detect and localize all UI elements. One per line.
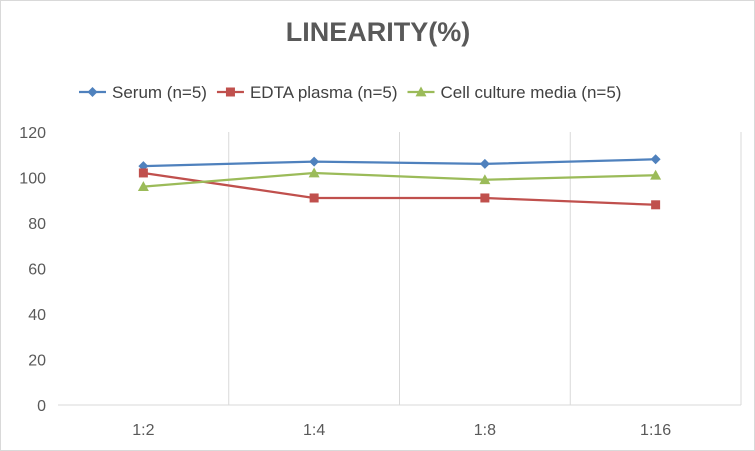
legend-item: Cell culture media (n=5) bbox=[407, 83, 622, 102]
y-tick-label: 100 bbox=[19, 171, 46, 188]
legend: Serum (n=5) EDTA plasma (n=5) Cell culture… bbox=[79, 83, 621, 102]
x-axis-tick-labels: 1:2 1:4 1:8 1:16 bbox=[132, 422, 671, 439]
data-point-diamond bbox=[87, 87, 98, 97]
x-tick-label: 1:8 bbox=[474, 422, 496, 439]
data-point-diamond bbox=[309, 156, 320, 167]
series-line bbox=[143, 158, 656, 168]
data-point-square bbox=[225, 87, 235, 97]
data-point-square bbox=[309, 193, 319, 203]
y-tick-label: 80 bbox=[28, 216, 46, 233]
data-point-triangle bbox=[479, 174, 491, 185]
y-axis-tick-labels: 0 20 40 60 80 100 120 bbox=[19, 125, 46, 415]
data-point-square bbox=[480, 193, 490, 203]
legend-item: Serum (n=5) bbox=[79, 83, 207, 102]
data-point-square bbox=[651, 200, 661, 210]
x-tick-label: 1:16 bbox=[640, 422, 671, 439]
y-tick-label: 40 bbox=[28, 307, 46, 324]
legend-label: Serum (n=5) bbox=[112, 83, 207, 102]
legend-label: EDTA plasma (n=5) bbox=[250, 83, 398, 102]
series-3 bbox=[137, 167, 662, 191]
grid-lines bbox=[58, 132, 742, 406]
y-tick-label: 120 bbox=[19, 125, 46, 142]
data-point-triangle bbox=[415, 86, 427, 97]
y-tick-label: 20 bbox=[28, 353, 46, 370]
data-point-square bbox=[138, 168, 148, 178]
legend-item: EDTA plasma (n=5) bbox=[216, 83, 398, 102]
data-point-triangle bbox=[308, 167, 320, 178]
series-line bbox=[143, 171, 656, 206]
y-tick-label: 60 bbox=[28, 262, 46, 279]
data-point-diamond bbox=[479, 158, 490, 169]
data-point-diamond bbox=[650, 154, 661, 165]
series-line bbox=[143, 171, 656, 188]
x-tick-label: 1:4 bbox=[303, 422, 325, 439]
legend-label: Cell culture media (n=5) bbox=[441, 83, 622, 102]
y-tick-label: 0 bbox=[37, 398, 46, 415]
x-tick-label: 1:2 bbox=[132, 422, 154, 439]
data-point-triangle bbox=[650, 169, 662, 180]
chart-title: LINEARITY(%) bbox=[286, 17, 471, 47]
series-group bbox=[137, 154, 662, 210]
data-point-triangle bbox=[137, 181, 149, 191]
series-2 bbox=[138, 168, 661, 210]
